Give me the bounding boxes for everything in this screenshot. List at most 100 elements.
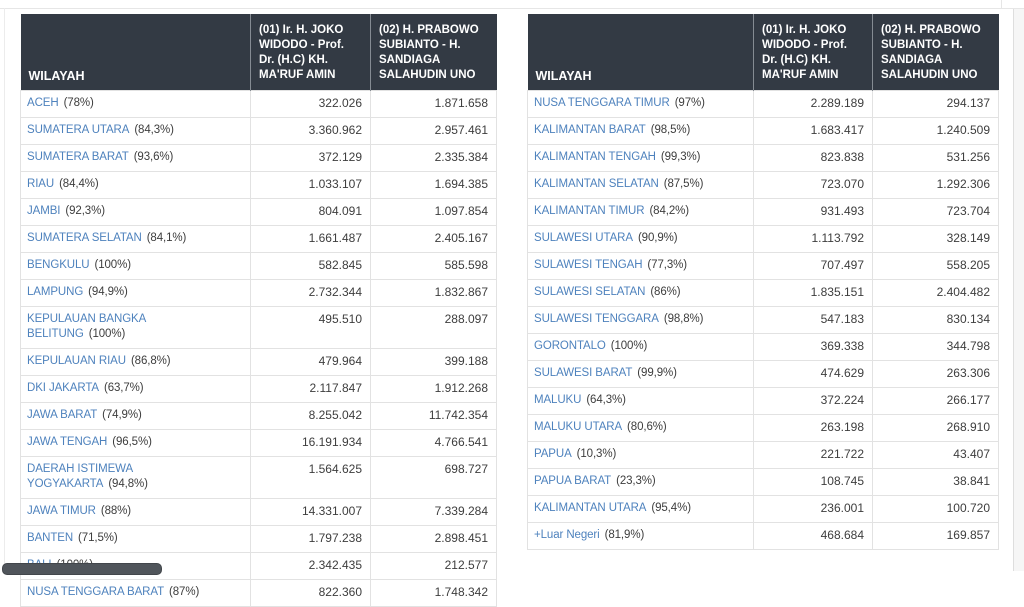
table-row: DAERAH ISTIMEWA YOGYAKARTA (94,8%) 1.564.… <box>20 455 497 499</box>
region-link[interactable]: SULAWESI TENGGARA <box>534 312 659 325</box>
votes-candidate-01-cell: 1.797.238 <box>250 524 371 553</box>
region-cell: BENGKULU (100%) <box>20 251 251 280</box>
region-link[interactable]: MALUKU UTARA <box>534 420 623 433</box>
votes-candidate-02-cell: 288.097 <box>370 305 497 349</box>
region-cell: KALIMANTAN BARAT (98,5%) <box>527 116 754 145</box>
votes-candidate-02-cell: 11.742.354 <box>370 401 497 430</box>
region-link[interactable]: MALUKU <box>534 393 582 406</box>
region-link[interactable]: DKI JAKARTA <box>27 381 99 394</box>
region-link[interactable]: NUSA TENGGARA TIMUR <box>534 96 670 109</box>
votes-candidate-02-cell: 268.910 <box>872 413 999 442</box>
table-row: KALIMANTAN TIMUR (84,2%) 931.493 723.704 <box>527 197 999 226</box>
votes-candidate-02-cell: 1.912.268 <box>370 374 497 403</box>
column-header-candidate-02: (02) H. PRABOWO SUBIANTO - H. SANDIAGA S… <box>872 14 999 90</box>
region-link[interactable]: KEPULAUAN RIAU <box>27 354 126 367</box>
votes-candidate-01-cell: 1.113.792 <box>753 224 873 253</box>
votes-candidate-01-cell: 322.026 <box>250 89 371 118</box>
results-table-left: WILAYAH (01) Ir. H. JOKO WIDODO - Prof. … <box>20 14 497 607</box>
table-row: JAWA TIMUR (88%) 14.331.007 7.339.284 <box>20 497 497 526</box>
coverage-percent: (90,9%) <box>637 231 678 244</box>
region-link[interactable]: +Luar Negeri <box>534 528 600 541</box>
votes-candidate-02-cell: 266.177 <box>872 386 999 415</box>
coverage-percent: (96,5%) <box>112 435 152 448</box>
region-link[interactable]: SULAWESI TENGAH <box>534 258 643 271</box>
column-header-candidate-01: (01) Ir. H. JOKO WIDODO - Prof. Dr. (H.C… <box>250 14 371 90</box>
votes-candidate-02-cell: 2.405.167 <box>370 224 497 253</box>
table-row: SULAWESI TENGAH (77,3%) 707.497 558.205 <box>527 251 999 280</box>
region-link[interactable]: KEPULAUAN BANGKA BELITUNG <box>27 312 146 340</box>
region-link[interactable]: GORONTALO <box>534 339 606 352</box>
table-row: JAWA TENGAH (96,5%) 16.191.934 4.766.541 <box>20 428 497 457</box>
region-link[interactable]: BENGKULU <box>27 258 90 271</box>
region-link[interactable]: PAPUA <box>534 447 572 460</box>
region-link[interactable]: JAWA BARAT <box>27 408 98 421</box>
table-row: BENGKULU (100%) 582.845 585.598 <box>20 251 497 280</box>
region-link[interactable]: KALIMANTAN SELATAN <box>534 177 659 190</box>
region-cell: JAWA TIMUR (88%) <box>20 497 251 526</box>
votes-candidate-01-cell: 8.255.042 <box>250 401 371 430</box>
votes-candidate-02-cell: 2.404.482 <box>872 278 999 307</box>
votes-candidate-02-cell: 43.407 <box>872 440 999 469</box>
votes-candidate-01-cell: 2.289.189 <box>753 89 873 118</box>
column-header-candidate-01: (01) Ir. H. JOKO WIDODO - Prof. Dr. (H.C… <box>753 14 873 90</box>
region-link[interactable]: ACEH <box>27 96 59 109</box>
region-link[interactable]: LAMPUNG <box>27 285 84 298</box>
region-cell: ACEH (78%) <box>20 89 251 118</box>
region-link[interactable]: SUMATERA UTARA <box>27 123 130 136</box>
region-link[interactable]: KALIMANTAN TIMUR <box>534 204 645 217</box>
coverage-percent: (88%) <box>100 504 132 517</box>
region-link[interactable]: DAERAH ISTIMEWA YOGYAKARTA <box>27 462 133 490</box>
column-header-wilayah: WILAYAH <box>527 14 754 90</box>
horizontal-scrollbar-thumb[interactable] <box>2 563 162 575</box>
region-link[interactable]: JAWA TENGAH <box>27 435 108 448</box>
coverage-percent: (98,8%) <box>663 312 704 325</box>
region-link[interactable]: BANTEN <box>27 531 74 544</box>
header-row: WILAYAH (01) Ir. H. JOKO WIDODO - Prof. … <box>20 14 497 90</box>
region-link[interactable]: SUMATERA SELATAN <box>27 231 142 244</box>
votes-candidate-01-cell: 474.629 <box>753 359 873 388</box>
coverage-percent: (98,5%) <box>650 123 691 136</box>
votes-candidate-02-cell: 169.857 <box>872 521 999 550</box>
table-row: BANTEN (71,5%) 1.797.238 2.898.451 <box>20 524 497 553</box>
votes-candidate-02-cell: 2.898.451 <box>370 524 497 553</box>
votes-candidate-01-cell: 1.661.487 <box>250 224 371 253</box>
table-row: KALIMANTAN TENGAH (99,3%) 823.838 531.256 <box>527 143 999 172</box>
region-link[interactable]: SULAWESI BARAT <box>534 366 633 379</box>
region-link[interactable]: NUSA TENGGARA BARAT <box>27 585 164 598</box>
votes-candidate-01-cell: 108.745 <box>753 467 873 496</box>
region-link[interactable]: RIAU <box>27 177 55 190</box>
votes-candidate-02-cell: 830.134 <box>872 305 999 334</box>
votes-candidate-01-cell: 263.198 <box>753 413 873 442</box>
votes-candidate-01-cell: 16.191.934 <box>250 428 371 457</box>
coverage-percent: (100%) <box>610 339 648 352</box>
panel-corner <box>1001 0 1013 8</box>
vertical-scrollbar-track[interactable] <box>1013 9 1024 571</box>
votes-candidate-02-cell: 100.720 <box>872 494 999 523</box>
table-row: JAMBI (92,3%) 804.091 1.097.854 <box>20 197 497 226</box>
votes-candidate-02-cell: 294.137 <box>872 89 999 118</box>
region-link[interactable]: JAMBI <box>27 204 61 217</box>
votes-candidate-01-cell: 221.722 <box>753 440 873 469</box>
votes-candidate-01-cell: 468.684 <box>753 521 873 550</box>
votes-candidate-01-cell: 2.342.435 <box>250 551 371 580</box>
coverage-percent: (77,3%) <box>647 258 687 271</box>
coverage-percent: (63,7%) <box>103 381 144 394</box>
region-link[interactable]: JAWA TIMUR <box>27 504 96 517</box>
table-row: SULAWESI BARAT (99,9%) 474.629 263.306 <box>527 359 999 388</box>
region-cell: NUSA TENGGARA TIMUR (97%) <box>527 89 754 118</box>
region-link[interactable]: PAPUA BARAT <box>534 474 612 487</box>
region-link[interactable]: KALIMANTAN BARAT <box>534 123 646 136</box>
region-cell: KALIMANTAN SELATAN (87,5%) <box>527 170 754 199</box>
votes-candidate-02-cell: 1.871.658 <box>370 89 497 118</box>
votes-candidate-02-cell: 585.598 <box>370 251 497 280</box>
region-link[interactable]: KALIMANTAN UTARA <box>534 501 647 514</box>
votes-candidate-01-cell: 723.070 <box>753 170 873 199</box>
votes-candidate-02-cell: 38.841 <box>872 467 999 496</box>
table-row: DKI JAKARTA (63,7%) 2.117.847 1.912.268 <box>20 374 497 403</box>
region-link[interactable]: KALIMANTAN TENGAH <box>534 150 656 163</box>
region-link[interactable]: SULAWESI SELATAN <box>534 285 646 298</box>
coverage-percent: (92,3%) <box>65 204 105 217</box>
region-link[interactable]: SULAWESI UTARA <box>534 231 633 244</box>
region-link[interactable]: SUMATERA BARAT <box>27 150 129 163</box>
column-header-candidate-02: (02) H. PRABOWO SUBIANTO - H. SANDIAGA S… <box>370 14 497 90</box>
